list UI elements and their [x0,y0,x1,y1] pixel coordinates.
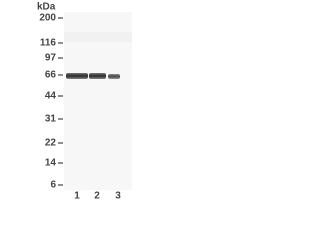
marker-label: 31 [45,114,57,125]
marker-label: 44 [45,91,57,102]
lane-label: 1 [74,191,80,201]
marker-label: 14 [45,158,57,169]
marker-label: 22 [45,138,57,149]
band [66,73,88,79]
marker-label: 200 [39,13,56,24]
marker-label: 6 [50,180,56,191]
band [89,73,106,79]
marker-label: 116 [40,38,57,49]
unit-label: kDa [37,2,56,13]
membrane-smear [64,32,132,42]
lane-label: 3 [115,191,121,201]
blot-figure: kDa 200 116 97 66 44 31 22 14 6 1 2 3 [37,2,132,201]
marker-label: 66 [45,70,57,81]
marker-label: 97 [45,53,57,64]
lane-label: 2 [94,191,100,201]
band [108,74,120,79]
